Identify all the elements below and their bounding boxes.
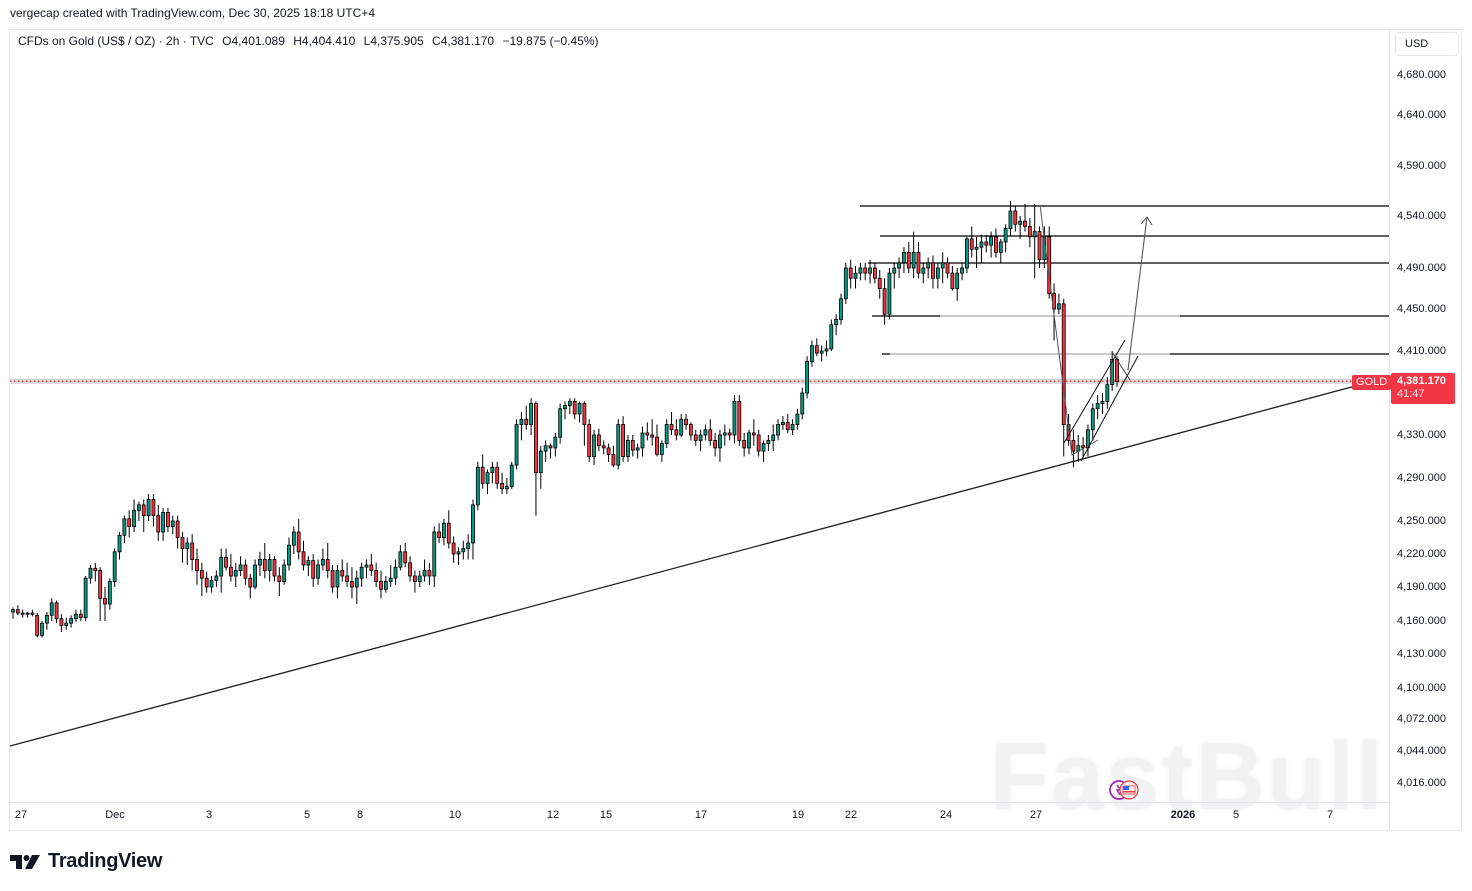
time-tick-label: 15 <box>599 809 613 821</box>
last-price-badge: 4,381.170 41:47 <box>1391 373 1455 404</box>
symbol-title: CFDs on Gold (US$ / OZ) · 2h · TVC <box>18 34 214 48</box>
time-tick-label: 24 <box>939 809 953 821</box>
price-tick-label: 4,540.000 <box>1397 210 1446 222</box>
price-tick-label: 4,160.000 <box>1397 615 1446 627</box>
tradingview-logo-icon <box>10 854 40 869</box>
price-tick-label: 4,450.000 <box>1397 303 1446 315</box>
price-axis[interactable] <box>1389 30 1461 830</box>
price-tick-label: 4,044.000 <box>1397 745 1446 757</box>
time-tick-label: 10 <box>448 809 462 821</box>
symbol-badge: GOLD <box>1352 375 1392 390</box>
ohlc-high: H4,404.410 <box>293 34 356 48</box>
time-tick-label: 17 <box>694 809 708 821</box>
time-tick-label: 7 <box>1326 809 1334 821</box>
chart-credit: vergecap created with TradingView.com, D… <box>10 6 375 20</box>
price-change: −19.875 (−0.45%) <box>502 34 599 48</box>
tradingview-logo[interactable]: TradingView <box>10 850 162 873</box>
symbol-legend: CFDs on Gold (US$ / OZ) · 2h · TVC O4,40… <box>18 34 604 48</box>
economic-events-icon[interactable] <box>1108 779 1142 801</box>
ohlc-low: L4,375.905 <box>363 34 424 48</box>
chart-frame <box>9 29 1462 831</box>
price-tick-label: 4,290.000 <box>1397 472 1446 484</box>
chart-plot-area[interactable] <box>10 30 1389 802</box>
price-tick-label: 4,640.000 <box>1397 109 1446 121</box>
time-tick-label: 3 <box>205 809 213 821</box>
price-tick-label: 4,590.000 <box>1397 160 1446 172</box>
price-tick-label: 4,072.000 <box>1397 713 1446 725</box>
price-tick-label: 4,100.000 <box>1397 682 1446 694</box>
time-tick-label: 8 <box>356 809 364 821</box>
time-tick-label: 19 <box>791 809 805 821</box>
time-tick-label: 12 <box>546 809 560 821</box>
price-tick-label: 4,330.000 <box>1397 429 1446 441</box>
candlestick-chart <box>10 201 1389 747</box>
price-tick-label: 4,680.000 <box>1397 69 1446 81</box>
price-tick-label: 4,220.000 <box>1397 548 1446 560</box>
price-tick-label: 4,410.000 <box>1397 345 1446 357</box>
tradingview-logo-text: TradingView <box>48 850 163 872</box>
currency-button[interactable]: USD <box>1395 32 1459 56</box>
time-tick-label: 22 <box>844 809 858 821</box>
time-tick-label: 27 <box>1029 809 1043 821</box>
time-tick-label: 27 <box>14 809 28 821</box>
time-tick-label: 2026 <box>1170 809 1196 821</box>
price-tick-label: 4,190.000 <box>1397 581 1446 593</box>
ohlc-close: C4,381.170 <box>432 34 495 48</box>
time-tick-label: 5 <box>1232 809 1240 821</box>
ohlc-open: O4,401.089 <box>222 34 285 48</box>
price-tick-label: 4,250.000 <box>1397 515 1446 527</box>
price-tick-label: 4,130.000 <box>1397 648 1446 660</box>
time-tick-label: Dec <box>105 809 125 821</box>
time-axis[interactable] <box>10 802 1389 830</box>
time-tick-label: 5 <box>303 809 311 821</box>
last-price: 4,381.170 <box>1397 375 1446 387</box>
price-tick-label: 4,490.000 <box>1397 262 1446 274</box>
price-tick-label: 4,016.000 <box>1397 777 1446 789</box>
bar-countdown: 41:47 <box>1397 388 1425 400</box>
